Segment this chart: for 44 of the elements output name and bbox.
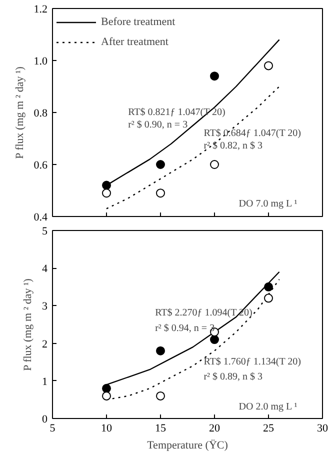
x-tick-label: 25 <box>263 422 274 434</box>
y-tick-label: 1 <box>42 376 48 388</box>
annotation: r² $ 0.82, n $ 3 <box>204 140 263 152</box>
point <box>264 61 273 70</box>
point <box>102 384 111 393</box>
legend-label: After treatment <box>101 36 168 48</box>
point <box>264 282 273 292</box>
y-tick-label: 1.0 <box>34 56 48 68</box>
point <box>102 188 111 198</box>
y-tick-label: 2 <box>42 338 48 350</box>
x-axis-title: Temperature (ŸC) <box>147 440 228 452</box>
point <box>210 160 219 169</box>
y-tick-label: 5 <box>42 226 48 238</box>
y-tick-label: 0.6 <box>34 160 48 172</box>
y-tick-label: 0.4 <box>34 212 48 224</box>
annotation: r² $ 0.89, n $ 3 <box>204 372 263 383</box>
point <box>156 391 165 400</box>
annotation: RT$ 2.270ƒ 1.094(T 20) <box>155 308 252 319</box>
point <box>156 346 165 356</box>
x-tick-label: 15 <box>155 422 166 434</box>
y-tick-label: 3 <box>42 300 48 313</box>
y-tick-label: 0 <box>42 414 48 426</box>
y-tick-label: 4 <box>42 263 48 276</box>
y-axis-title: P flux (mg m ² day ¹) <box>14 66 26 159</box>
annotation: r² $ 0.90, n = 3 <box>128 119 188 130</box>
x-tick-label: 5 <box>50 422 56 434</box>
x-tick-label: 30 <box>317 422 328 434</box>
y-tick-label: 0.8 <box>34 108 48 120</box>
point <box>210 335 219 344</box>
annotation: DO 2.0 mg L ¹ <box>238 402 298 413</box>
annotation: RT$ 1.760ƒ 1.134(T 20) <box>204 356 301 368</box>
x-tick-label: 10 <box>101 422 112 434</box>
point <box>102 180 111 190</box>
annotation: RT$ 0.684ƒ 1.047(T 20) <box>204 128 301 139</box>
legend-label: Before treatment <box>101 16 176 28</box>
y-tick-label: 1.2 <box>34 4 48 16</box>
point <box>156 188 165 198</box>
x-tick-label: 20 <box>209 422 220 434</box>
point <box>156 160 165 169</box>
point <box>210 72 219 81</box>
y-axis-title: P flux (mg m ² day ¹) <box>22 278 34 371</box>
point <box>264 294 273 303</box>
annotation: DO 7.0 mg L ¹ <box>238 198 298 210</box>
point <box>102 391 111 400</box>
